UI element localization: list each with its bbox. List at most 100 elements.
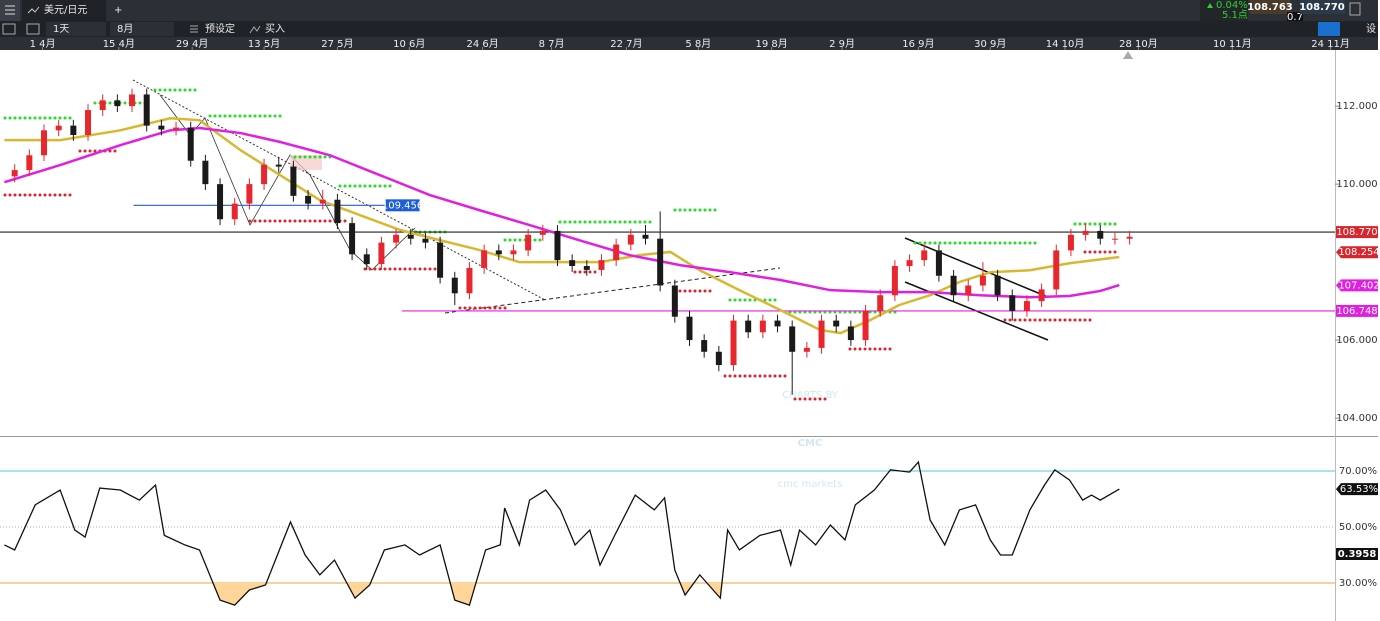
candle-body (290, 166, 297, 196)
last-value-bg (1336, 483, 1378, 496)
y-tick-label: 50.00% (1339, 522, 1377, 533)
y-tick-label: 110.000 (1336, 179, 1377, 190)
candle-body (85, 110, 92, 135)
candle-body (202, 160, 209, 185)
candle-body (1082, 230, 1089, 235)
watermark: CMC (798, 438, 823, 449)
line-label-bg (385, 199, 420, 212)
candle-body (319, 199, 326, 204)
x-tick-label: 24 6月 (467, 38, 499, 50)
y-tick-label: 30.00% (1339, 578, 1377, 589)
preset[interactable]: 预设定 (205, 22, 235, 35)
price-label-bg (1336, 226, 1378, 239)
candle-body (935, 250, 942, 276)
window-icon[interactable] (1349, 2, 1361, 16)
grid-icon[interactable] (26, 23, 40, 35)
candle-body (187, 127, 194, 161)
price-label: 108.254 (1338, 247, 1378, 258)
candle-body (1038, 289, 1045, 302)
candle-body (833, 320, 840, 327)
candle-body (921, 250, 928, 261)
x-tick-label: 22 7月 (610, 38, 642, 50)
tab[interactable] (22, 0, 106, 21)
range-select[interactable] (110, 22, 174, 36)
add-tab[interactable]: + (114, 5, 122, 16)
rsi-line (4, 460, 1120, 606)
x-tick-label: 16 9月 (902, 38, 934, 50)
candle-body (877, 295, 884, 311)
second-bar (0, 21, 1378, 37)
date-axis-bar (0, 37, 1378, 50)
candle-body (173, 127, 180, 130)
interval-select[interactable] (46, 22, 106, 36)
price-label: 106.748 (1336, 306, 1377, 317)
candle-body (554, 230, 561, 261)
x-tick-label: 14 10月 (1046, 38, 1085, 50)
price-label-bg (1336, 246, 1378, 259)
candle-body (803, 347, 810, 352)
ask-box[interactable] (1300, 0, 1345, 14)
candle-body (305, 195, 312, 204)
candle-body (231, 203, 238, 220)
bid-box[interactable] (1250, 0, 1290, 14)
candle-body (363, 254, 370, 265)
candle-body (569, 260, 576, 267)
candle-body (495, 250, 502, 255)
candle-body (1053, 250, 1060, 290)
candle-body (422, 238, 429, 243)
x-tick-label: 2 9月 (829, 38, 855, 50)
oversold-fill (4, 583, 1120, 606)
buy-icon (249, 25, 261, 34)
trend-line (444, 267, 781, 314)
y-tick-label: 70.00% (1339, 466, 1377, 477)
candle-body (906, 260, 913, 267)
x-tick-label: 1 4月 (30, 38, 56, 50)
candle-body (11, 170, 18, 177)
candle-body (1009, 295, 1016, 311)
candle-body (862, 310, 869, 341)
candle-body (1126, 236, 1133, 239)
candle-body (1067, 234, 1074, 251)
x-tick-label: 28 10月 (1119, 38, 1158, 50)
price-label: 107.402 (1338, 280, 1378, 291)
channel-line (904, 237, 1049, 298)
candle-body (334, 199, 341, 224)
up-arrow (1207, 3, 1213, 8)
x-tick-label: 10 6月 (393, 38, 425, 50)
candle-body (950, 275, 957, 296)
settings[interactable]: 设 (1366, 23, 1376, 35)
candle-body (129, 94, 136, 107)
candle-body (26, 155, 33, 171)
candle-body (70, 125, 77, 135)
watermark: CHARTS BY (782, 390, 839, 401)
candle-body (1023, 301, 1030, 311)
candle-body (627, 234, 634, 245)
price-label: 108.770 (1336, 227, 1377, 238)
active-tool[interactable] (1318, 22, 1340, 36)
candle-body (378, 242, 385, 265)
drawings (3, 51, 1133, 401)
layout-icon[interactable] (2, 23, 16, 35)
candle-body (407, 234, 414, 239)
x-tick-label: 27 5月 (321, 38, 353, 50)
candle-body (613, 244, 620, 261)
spread-box (1287, 12, 1303, 21)
y-tick-label: 106.000 (1336, 335, 1377, 346)
buy[interactable]: 买入 (265, 23, 285, 35)
candle-body (789, 326, 796, 352)
candle-body (745, 320, 752, 333)
candle-body (99, 100, 106, 111)
candle-body (246, 184, 253, 204)
candle-body (1097, 230, 1104, 239)
x-tick-label: 13 5月 (248, 38, 280, 50)
x-tick-label: 24 11月 (1311, 38, 1350, 50)
candle-body (701, 340, 708, 352)
candle-body (818, 320, 825, 348)
x-tick-label: 8 7月 (539, 38, 565, 50)
line-label: 109.456 (382, 200, 423, 211)
candle-body (730, 320, 737, 366)
y-tick-label: 104.000 (1336, 413, 1377, 424)
candle-body (686, 316, 693, 341)
x-tick-label: 5 8月 (685, 38, 711, 50)
points: 5.1点 (1222, 9, 1248, 21)
